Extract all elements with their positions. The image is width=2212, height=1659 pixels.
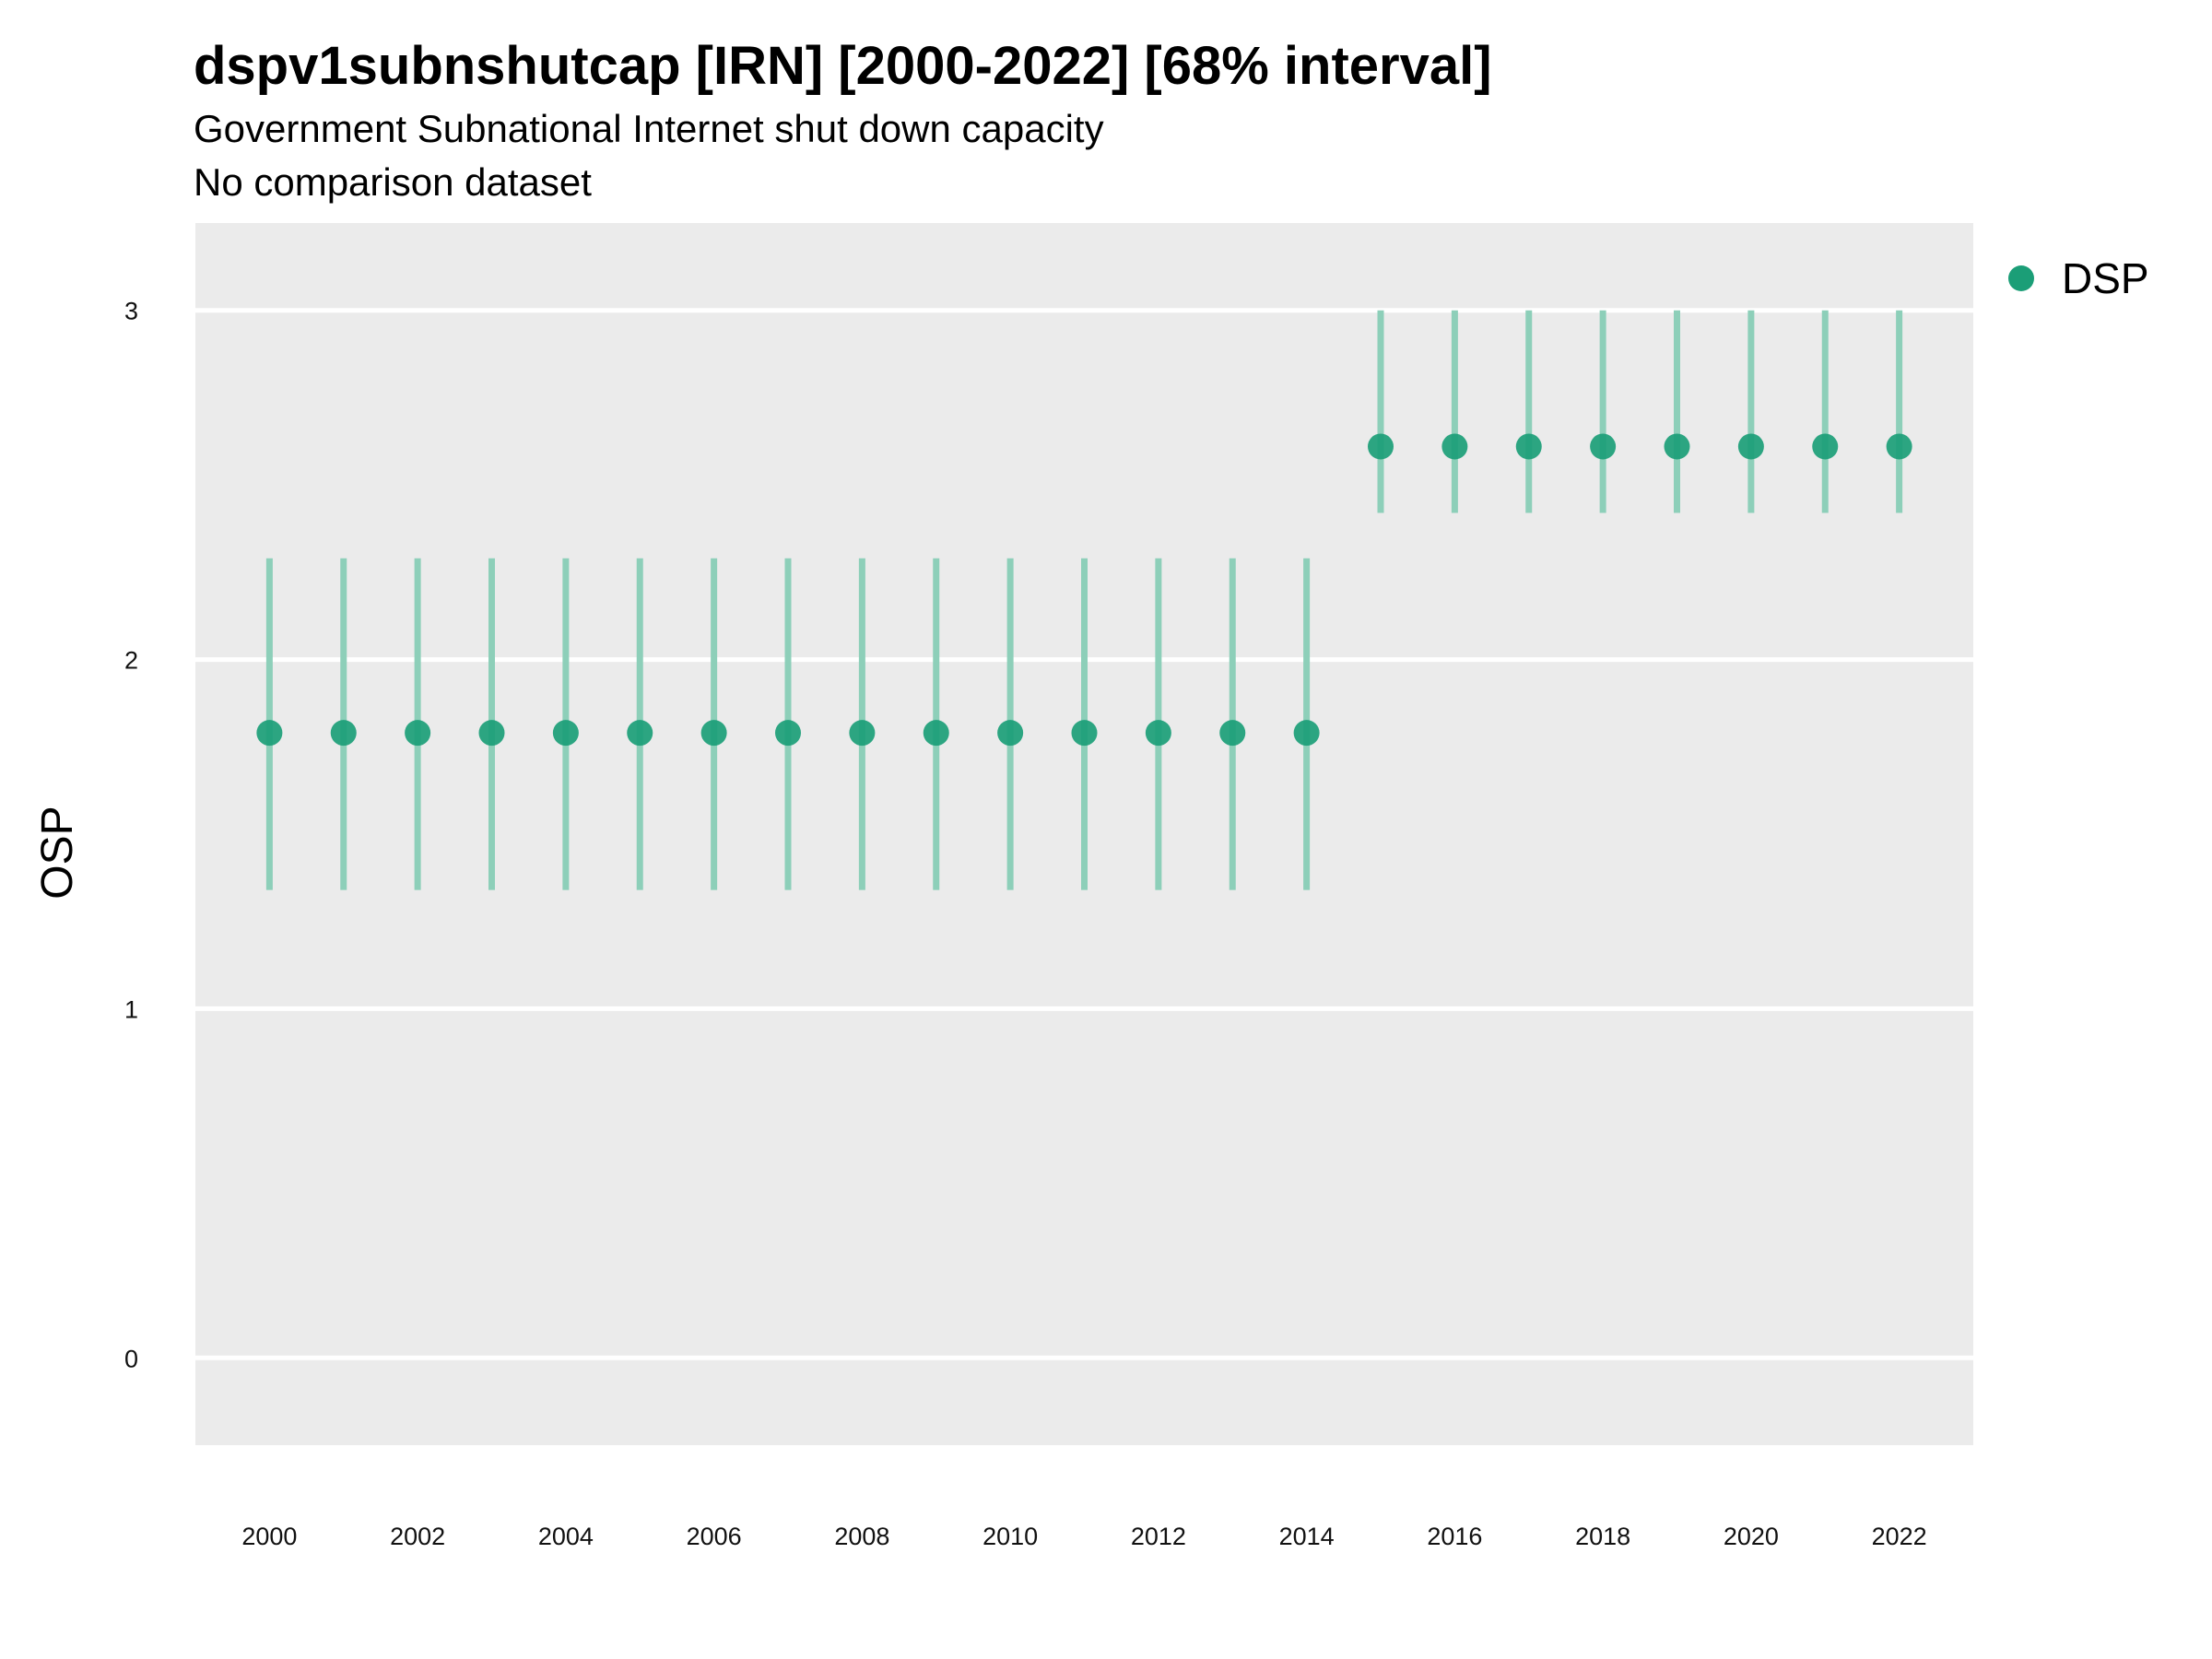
point-2011 xyxy=(1071,720,1098,747)
chart-title: dspv1subnshutcap [IRN] [2000-2022] [68% … xyxy=(194,36,1492,96)
x-tick-labels: 2000 2002 2004 2006 2008 2010 2012 2014 2016 2018… xyxy=(241,1523,1926,1550)
point-2018 xyxy=(1590,433,1617,460)
point-2012 xyxy=(1145,720,1171,747)
point-2020 xyxy=(1737,433,1764,460)
point-2014 xyxy=(1293,720,1320,747)
legend-swatch-dsp xyxy=(2008,265,2034,291)
point-2017 xyxy=(1515,433,1542,460)
y-tick-labels: 0 1 2 3 xyxy=(124,298,138,1373)
point-2021 xyxy=(1812,433,1839,460)
point-2008 xyxy=(849,720,876,747)
legend-label-dsp: DSP xyxy=(2062,254,2149,302)
point-2009 xyxy=(923,720,949,747)
y-tick-label-3: 3 xyxy=(124,298,138,325)
x-tick-label-2014: 2014 xyxy=(1279,1523,1335,1550)
point-2019 xyxy=(1664,433,1690,460)
point-2002 xyxy=(405,720,431,747)
x-tick-label-2008: 2008 xyxy=(834,1523,889,1550)
point-2005 xyxy=(627,720,653,747)
point-2006 xyxy=(700,720,727,747)
y-axis-title: OSP xyxy=(33,806,82,899)
point-2007 xyxy=(775,720,801,747)
x-tick-label-2002: 2002 xyxy=(390,1523,445,1550)
point-2022 xyxy=(1886,433,1912,460)
point-2000 xyxy=(256,720,283,747)
point-2016 xyxy=(1441,433,1468,460)
point-2004 xyxy=(552,720,579,747)
x-tick-label-2010: 2010 xyxy=(982,1523,1038,1550)
x-tick-label-2020: 2020 xyxy=(1724,1523,1779,1550)
x-tick-label-2018: 2018 xyxy=(1575,1523,1630,1550)
x-tick-label-2000: 2000 xyxy=(241,1523,297,1550)
point-2003 xyxy=(478,720,505,747)
chart-caption: No comparison dataset xyxy=(194,160,592,204)
y-tick-label-2: 2 xyxy=(124,647,138,675)
legend: DSP xyxy=(2008,254,2149,302)
data-points xyxy=(256,433,1912,747)
chart-subtitle: Government Subnational Internet shut dow… xyxy=(194,107,1104,150)
x-tick-label-2016: 2016 xyxy=(1427,1523,1482,1550)
point-2010 xyxy=(997,720,1024,747)
x-tick-label-2006: 2006 xyxy=(687,1523,742,1550)
y-tick-label-1: 1 xyxy=(124,995,138,1023)
x-tick-label-2022: 2022 xyxy=(1872,1523,1927,1550)
point-2013 xyxy=(1219,720,1246,747)
point-2001 xyxy=(330,720,357,747)
x-tick-label-2004: 2004 xyxy=(538,1523,594,1550)
x-tick-label-2012: 2012 xyxy=(1131,1523,1186,1550)
point-2015 xyxy=(1368,433,1394,460)
y-tick-label-0: 0 xyxy=(124,1345,138,1372)
